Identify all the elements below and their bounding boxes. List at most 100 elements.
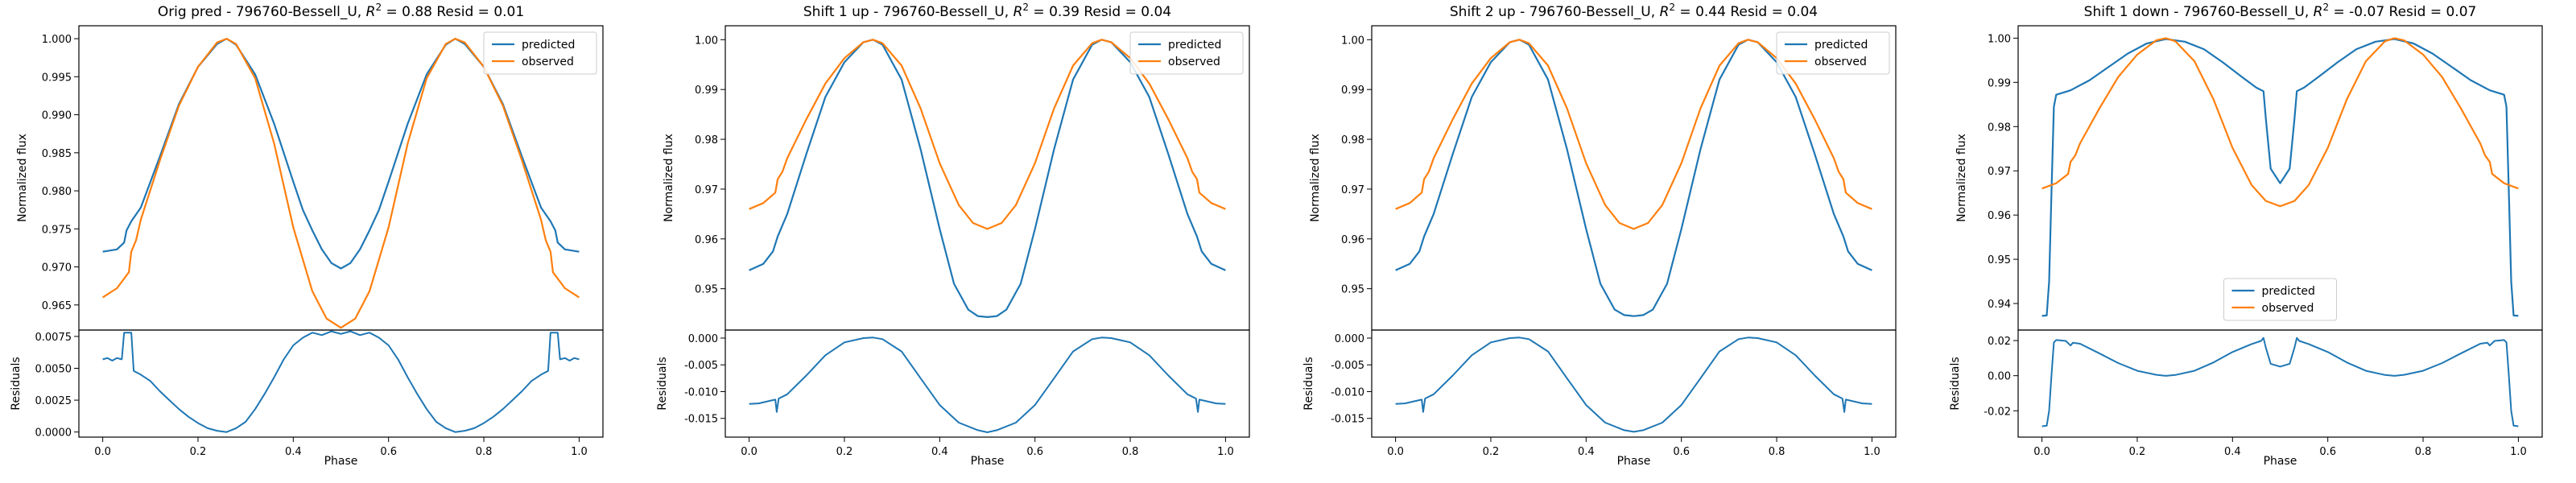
main-y-axis-label: Normalized flux [1955, 134, 1968, 222]
residual-ytick-label: -0.005 [1331, 360, 1364, 372]
title-r: R [1013, 4, 1023, 20]
series-line-predicted [1395, 39, 1872, 317]
residual-ytick-label: -0.005 [684, 360, 718, 372]
subplot-title: Shift 1 up - 796760-Bessell_U, R2 = 0.39… [803, 2, 1171, 20]
main-ytick-label: 0.97 [1988, 166, 2011, 178]
main-ytick-label: 1.000 [42, 34, 72, 46]
title-superscript: 2 [2322, 2, 2329, 13]
xtick-label: 0.8 [1122, 446, 1139, 458]
xtick-label: 1.0 [1864, 446, 1880, 458]
xtick-label: 0.6 [1026, 446, 1043, 458]
subplot-title: Shift 1 down - 796760-Bessell_U, R2 = -0… [2084, 2, 2477, 20]
main-ytick-label: 0.995 [42, 72, 72, 84]
residual-axes-frame [1371, 329, 1897, 438]
residual-ytick-label: 0.0075 [35, 332, 72, 344]
residual-ytick-label: 0.02 [1988, 336, 2011, 348]
subplot-3: Shift 2 up - 796760-Bessell_U, R2 = 0.44… [1302, 2, 1897, 468]
series-line-observed [2041, 37, 2519, 208]
residual-line [1395, 336, 1872, 433]
xtick-label: 0.2 [1483, 446, 1500, 458]
residual-ytick-label: -0.015 [1331, 414, 1364, 426]
residual-axes-frame [2017, 329, 2543, 438]
title-r: R [1660, 4, 1670, 20]
main-ytick-label: 0.975 [42, 224, 72, 236]
residual-y-axis-label: Residuals [10, 357, 23, 410]
xtick-label: 0.6 [380, 446, 397, 458]
legend: predicted observed [1129, 31, 1244, 75]
xtick-label: 0.0 [741, 446, 758, 458]
legend-box [2223, 278, 2337, 321]
main-ytick-label: 0.980 [42, 186, 72, 198]
main-ytick-label: 0.99 [695, 85, 718, 97]
residual-y-axis-label: Residuals [1949, 357, 1962, 410]
series-line-observed [749, 39, 1226, 230]
xtick-label: 0.2 [190, 446, 207, 458]
main-y-axis-label: Normalized flux [16, 134, 29, 222]
residual-y-axis-label: Residuals [1302, 357, 1315, 410]
title-suffix: = -0.07 Resid = 0.07 [2329, 4, 2476, 20]
residual-axes-frame [78, 329, 604, 438]
series-line-predicted [2041, 38, 2519, 317]
main-y-axis-label: Normalized flux [663, 134, 675, 222]
x-axis-label: Phase [1617, 455, 1651, 468]
main-ytick-label: 0.985 [42, 148, 72, 160]
legend-label-observed: observed [2262, 302, 2314, 315]
legend-label-observed: observed [1168, 56, 1220, 68]
legend-box [483, 31, 597, 75]
main-ytick-label: 0.95 [1341, 284, 1364, 296]
residual-ytick-label: 0.0025 [35, 395, 72, 407]
x-axis-label: Phase [971, 455, 1005, 468]
main-ytick-label: 0.98 [695, 134, 718, 147]
title-suffix: = 0.88 Resid = 0.01 [382, 4, 524, 20]
title-prefix: Orig pred - 796760-Bessell_U, [158, 4, 366, 20]
residual-line [2041, 336, 2519, 427]
main-ytick-label: 0.95 [1988, 254, 2011, 266]
main-ytick-label: 0.970 [42, 262, 72, 275]
x-axis-label: Phase [324, 455, 358, 468]
residual-ytick-label: 0.0050 [35, 364, 72, 376]
residual-ytick-label: 0.000 [688, 333, 718, 345]
residual-ytick-label: -0.015 [684, 414, 718, 426]
xtick-label: 0.4 [931, 446, 948, 458]
residual-ytick-label: -0.02 [1984, 406, 2011, 418]
main-ytick-label: 0.99 [1988, 77, 2011, 89]
legend: predicted observed [2223, 278, 2337, 321]
legend-label-predicted: predicted [1168, 39, 1221, 52]
legend: predicted observed [483, 31, 597, 75]
xtick-label: 0.2 [836, 446, 853, 458]
title-superscript: 2 [1022, 2, 1029, 13]
xtick-label: 0.6 [2319, 446, 2336, 458]
xtick-label: 0.0 [1387, 446, 1404, 458]
title-superscript: 2 [375, 2, 382, 13]
x-axis-label: Phase [2264, 455, 2297, 468]
xtick-label: 0.8 [476, 446, 493, 458]
residual-ytick-label: -0.010 [1331, 386, 1364, 398]
series-line-predicted [749, 39, 1226, 318]
xtick-label: 0.4 [1578, 446, 1595, 458]
residual-ytick-label: 0.00 [1988, 371, 2011, 383]
xtick-label: 0.6 [1673, 446, 1690, 458]
main-ytick-label: 1.00 [1988, 33, 2011, 45]
legend: predicted observed [1776, 31, 1890, 75]
xtick-label: 1.0 [2510, 446, 2527, 458]
legend-label-observed: observed [522, 56, 574, 68]
xtick-label: 0.8 [2415, 446, 2432, 458]
main-ytick-label: 0.95 [695, 284, 718, 296]
subplot-1: Orig pred - 796760-Bessell_U, R2 = 0.88 … [10, 2, 604, 468]
title-prefix: Shift 1 down - 796760-Bessell_U, [2084, 4, 2314, 20]
xtick-label: 0.4 [285, 446, 302, 458]
subplot-2: Shift 1 up - 796760-Bessell_U, R2 = 0.39… [656, 2, 1250, 468]
residual-ytick-label: 0.000 [1335, 333, 1364, 345]
main-ytick-label: 1.00 [695, 35, 718, 47]
residual-line [102, 330, 580, 433]
main-ytick-label: 0.990 [42, 110, 72, 122]
residual-ytick-label: -0.010 [684, 386, 718, 398]
xtick-label: 0.4 [2224, 446, 2241, 458]
series-line-predicted [102, 38, 580, 270]
residual-ytick-label: 0.0000 [35, 427, 72, 440]
main-ytick-label: 0.98 [1988, 122, 2011, 134]
legend-box [1776, 31, 1890, 75]
xtick-label: 1.0 [571, 446, 588, 458]
main-ytick-label: 0.98 [1341, 134, 1364, 147]
